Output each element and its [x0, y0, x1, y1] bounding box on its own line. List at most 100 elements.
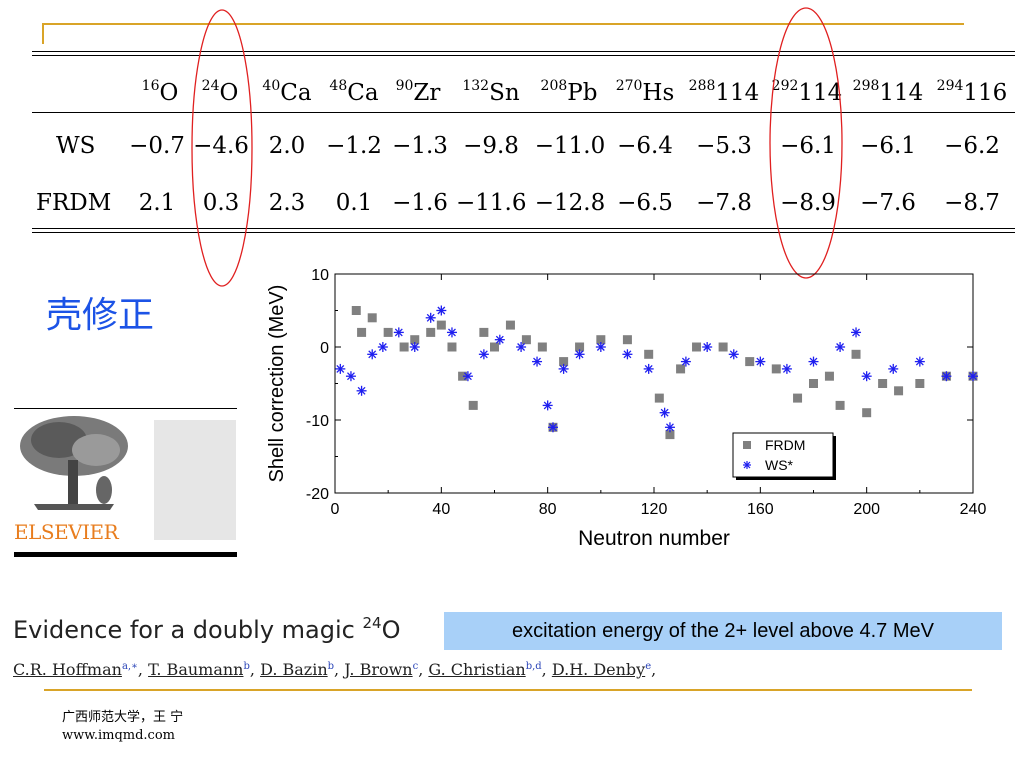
frdm-point: [793, 393, 803, 403]
ws-point: [680, 356, 691, 367]
ws-point: [345, 371, 356, 382]
legend-box: [732, 432, 834, 478]
table-cell: −1.2: [326, 133, 382, 159]
footer-website[interactable]: www.imqmd.com: [62, 728, 175, 743]
table-cell: −6.5: [617, 190, 673, 216]
elsevier-top-rule: [14, 408, 237, 409]
frdm-point: [351, 306, 361, 315]
frdm-point: [851, 349, 861, 359]
highlight-ellipse-24o: [191, 9, 253, 287]
ws-point: [409, 342, 420, 352]
table-cell: −1.3: [392, 133, 448, 159]
y-tick-label: 0: [320, 340, 329, 357]
highlight-ellipses: [191, 7, 843, 287]
ws-point: [446, 327, 457, 338]
ws-point: [367, 349, 378, 360]
col-header: 16O: [141, 78, 179, 106]
table-cell: −5.3: [696, 133, 752, 159]
y-tick-label: 10: [311, 267, 329, 284]
ws-point: [861, 371, 872, 382]
author-name[interactable]: D. Bazin: [260, 660, 328, 679]
table-cell: −12.8: [534, 190, 606, 216]
x-tick-label: 200: [853, 501, 880, 518]
frdm-point: [479, 327, 489, 337]
ws-point: [377, 342, 388, 352]
table-cell: 2.3: [268, 190, 306, 216]
x-tick-label: 240: [960, 501, 987, 518]
ws-point: [494, 334, 505, 345]
table-bottom-rule-1: [32, 228, 1015, 230]
table-cell: −0.7: [129, 133, 185, 159]
author-name[interactable]: C.R. Hoffman: [13, 660, 122, 679]
ws-point: [781, 363, 792, 374]
highlight-ellipse-292-114: [769, 7, 843, 279]
row-label: WS: [56, 133, 96, 159]
frdm-point: [654, 393, 664, 403]
frdm-point: [771, 364, 781, 374]
frdm-point: [367, 313, 377, 323]
frdm-point: [490, 342, 499, 352]
table-bottom-rule-2: [32, 232, 1015, 234]
frdm-point: [809, 379, 818, 388]
ws-point: [808, 356, 819, 367]
ws-point: [968, 371, 978, 382]
frdm-point: [915, 379, 925, 388]
elsevier-tree-logo: [14, 410, 134, 520]
ws-point: [532, 356, 543, 367]
x-tick-label: 120: [641, 501, 668, 518]
col-header: 288114: [688, 78, 760, 106]
frdm-point: [537, 342, 547, 352]
frdm-point: [894, 386, 904, 396]
top-gold-rule-tick: [42, 23, 44, 44]
author-list: C.R. Hoffmana,∗, T. Baumannb, D. Bazinb,…: [13, 660, 657, 679]
legend-marker-ws: [743, 461, 751, 469]
frdm-point: [521, 335, 531, 345]
ws-point: [914, 356, 925, 367]
ws-point: [547, 422, 558, 433]
ws-point: [516, 342, 527, 352]
frdm-point: [644, 349, 654, 359]
frdm-point: [676, 364, 686, 374]
frdm-point: [745, 357, 755, 367]
x-tick-label: 160: [747, 501, 774, 518]
ws-point: [425, 312, 436, 323]
frdm-point: [426, 327, 436, 337]
x-tick-label: 80: [539, 501, 557, 518]
author-name[interactable]: G. Christian: [428, 660, 526, 679]
ws-point: [436, 305, 447, 316]
table-header-row: 16O 24O 40Ca 48Ca 90Zr 132Sn 208Pb 270Hs…: [32, 66, 1014, 106]
table-cell: −7.6: [860, 190, 916, 216]
ws-point: [393, 327, 404, 338]
elsevier-bottom-rule: [14, 552, 237, 557]
frdm-point: [718, 342, 728, 352]
frdm-point: [399, 342, 409, 352]
frdm-point: [835, 400, 845, 410]
frdm-point: [505, 320, 515, 330]
table-cell: 0.3: [202, 190, 240, 216]
ws-point: [835, 342, 846, 352]
author-name[interactable]: D.H. Denby: [551, 660, 646, 679]
frdm-point: [824, 371, 834, 381]
col-header: 270Hs: [615, 78, 675, 106]
table-cell: −8.7: [944, 190, 1000, 216]
table-cell: −11.0: [534, 133, 606, 159]
ws-point: [941, 371, 952, 382]
y-tick-label: -20: [306, 486, 329, 503]
table-cell: −6.2: [944, 133, 1000, 159]
frdm-point: [878, 379, 888, 388]
author-name[interactable]: T. Baumann: [148, 660, 244, 679]
shell-correction-chart: 0 40 80 120 160 200 240 10 0 -10 -20 Neutron number…: [266, 267, 987, 550]
ws-point: [335, 363, 346, 374]
author-name[interactable]: J. Brown: [344, 660, 413, 679]
ws-point: [478, 349, 489, 360]
table-cell: −6.1: [780, 133, 836, 159]
cover-thumbnail: [154, 420, 236, 540]
table-cell: −1.6: [392, 190, 448, 216]
x-axis-label: Neutron number: [578, 527, 730, 550]
frdm-point: [383, 327, 393, 337]
table-cell: −8.9: [780, 190, 836, 216]
frdm-point: [622, 335, 632, 345]
legend-marker-frdm: [743, 441, 751, 449]
frdm-point: [665, 430, 675, 440]
table-cell: 2.1: [138, 190, 176, 216]
